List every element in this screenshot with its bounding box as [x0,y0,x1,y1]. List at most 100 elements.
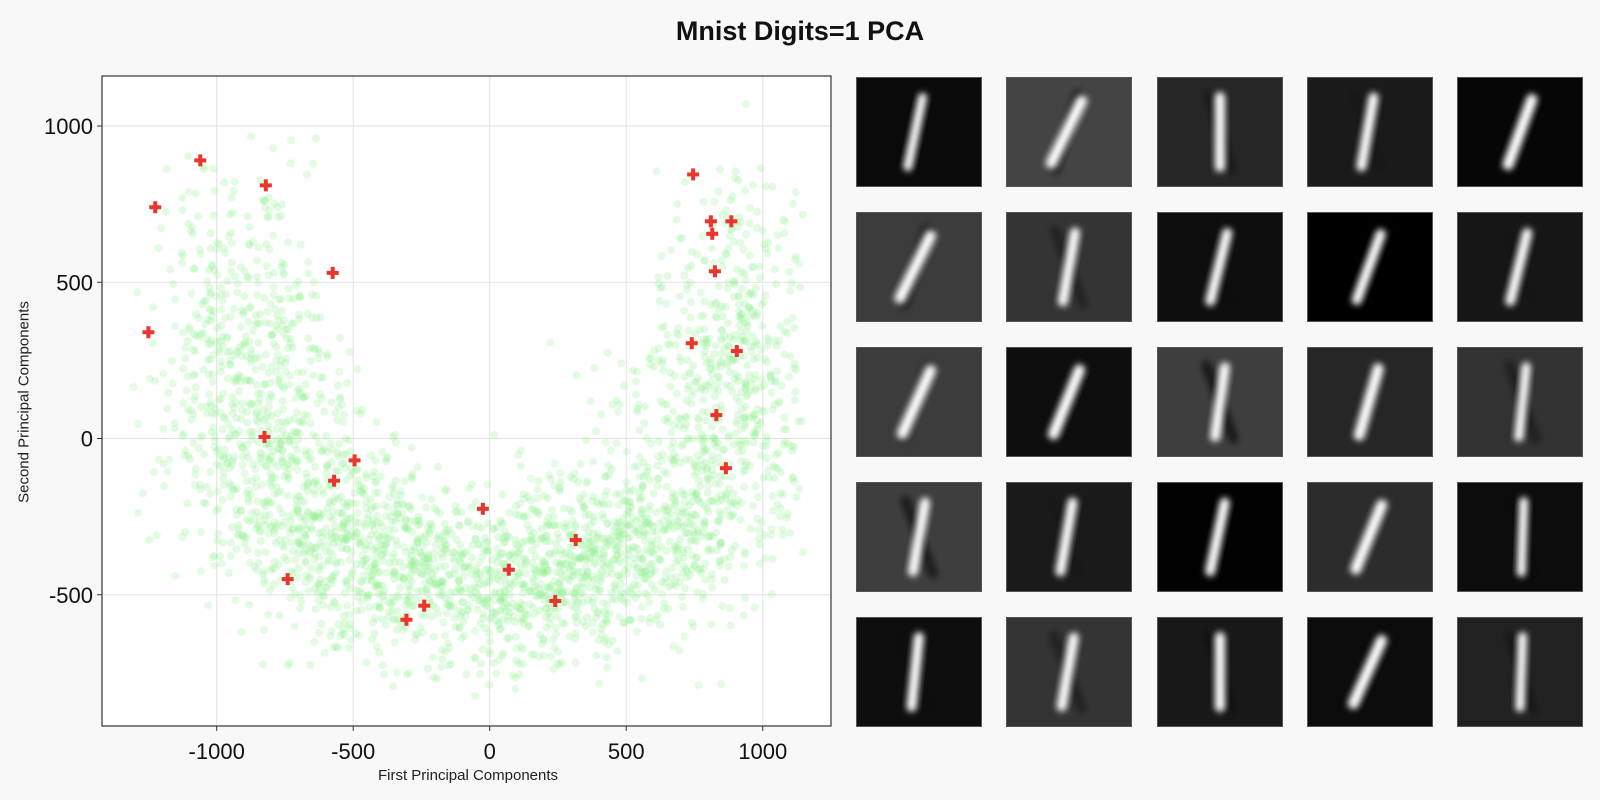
cloud-point [520,615,529,624]
cloud-point [602,609,611,618]
cloud-point [508,599,517,607]
cloud-point [695,435,704,444]
cloud-point [578,579,587,588]
cloud-point [333,381,342,390]
cloud-point [726,604,734,613]
cloud-point [770,474,779,483]
cloud-point [347,499,356,508]
cloud-point [492,552,501,561]
cloud-point [591,585,600,594]
cloud-point [494,570,503,579]
cloud-point [315,348,324,357]
cloud-point [693,588,702,596]
cloud-point [717,406,726,415]
cloud-point [533,591,542,600]
cloud-point [478,614,487,623]
cloud-point [756,164,765,173]
cloud-point [394,593,403,602]
cloud-point [582,435,591,444]
cloud-point [615,592,624,601]
cloud-point [320,444,329,453]
digit-thumbnail [1457,482,1583,592]
cloud-point [504,612,513,621]
cloud-point [585,544,594,553]
cloud-point [268,564,276,573]
cloud-point [416,549,425,558]
cloud-point [413,536,422,545]
cloud-point [407,546,415,555]
cloud-point [570,557,579,565]
cloud-point [407,551,416,560]
cloud-point [201,320,210,328]
cloud-point [245,558,254,567]
cloud-point [633,545,642,554]
cloud-point [323,461,331,470]
cross-marker [719,462,732,475]
cloud-point [269,144,278,153]
cloud-point [745,303,753,312]
cloud-point [341,535,350,544]
cloud-point [690,536,699,545]
digit-thumbnail [1306,617,1433,727]
cross-marker [704,215,717,228]
cloud-point [306,356,315,365]
cloud-point [259,195,268,204]
cloud-point [246,303,255,311]
cloud-point [495,552,504,561]
cloud-point [206,398,215,407]
cloud-point [676,458,685,467]
cloud-point [476,659,485,668]
cloud-point [574,554,583,563]
cloud-point [740,352,749,361]
cloud-point [186,406,195,415]
cloud-point [345,514,354,523]
cloud-point [753,416,762,425]
cloud-point [356,538,365,547]
cloud-point [191,347,200,356]
cloud-point [634,400,643,409]
cloud-point [542,562,550,571]
cloud-point [690,560,699,569]
cloud-point [294,315,303,324]
cloud-point [646,520,655,529]
cloud-point [289,454,297,462]
cloud-point [746,288,755,297]
cloud-point [599,549,608,557]
cloud-point [776,489,785,498]
cloud-point [181,354,190,363]
cloud-point [254,548,262,557]
cloud-point [603,348,612,357]
cloud-point [223,374,232,383]
cloud-point [703,445,712,454]
cloud-point [252,565,261,574]
cloud-point [660,526,668,535]
cloud-point [556,558,565,567]
cloud-point [243,272,252,281]
cloud-point [246,376,255,385]
cloud-point [254,558,263,567]
cloud-point [645,598,654,607]
cloud-point [256,536,265,545]
cloud-point [184,152,193,161]
cloud-point [784,439,792,448]
cloud-point [249,326,258,335]
cloud-point [190,481,199,490]
cloud-point [742,381,751,390]
cloud-point [322,432,331,440]
cloud-point [304,269,313,278]
cloud-point [659,505,667,514]
cloud-point [239,531,247,540]
cloud-point [758,375,767,384]
cloud-point [314,345,323,354]
cloud-point [745,312,754,321]
cloud-point [228,425,236,434]
cloud-point [271,538,280,547]
cloud-point [225,432,234,441]
cloud-point [438,577,446,586]
cloud-point [369,618,378,627]
cloud-point [530,609,539,618]
cloud-point [466,590,475,599]
cloud-point [248,509,256,517]
cloud-point [789,323,798,332]
cloud-point [739,611,748,620]
